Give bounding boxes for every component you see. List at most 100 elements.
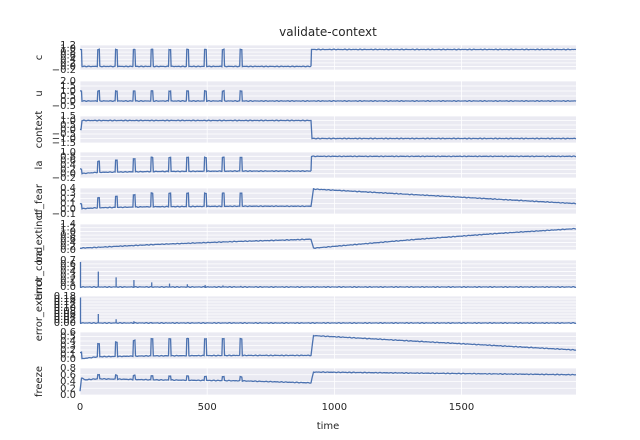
y-tick-label: 0.0 bbox=[60, 169, 76, 180]
y-tick-label: 1.0 bbox=[60, 147, 76, 158]
y-tick-label: 0.0 bbox=[60, 61, 76, 72]
y-axis-label: error_cond bbox=[34, 247, 45, 301]
panel-6: 0.00.20.40.60.81.01.21.4 ba_extinct bbox=[34, 211, 577, 263]
y-tick-label: −0.2 bbox=[52, 65, 76, 76]
chart-title: validate-context bbox=[279, 25, 377, 39]
y-tick-label: 0.4 bbox=[60, 183, 76, 194]
panel-9: 0.00.10.20.30.40.50.6 bbox=[60, 327, 577, 365]
y-tick-label: 0.02 bbox=[54, 315, 76, 326]
y-tick-label: −0.1 bbox=[52, 209, 76, 220]
y-tick-label: 0.1 bbox=[60, 278, 76, 289]
y-tick-label: 0.5 bbox=[60, 332, 76, 343]
y-tick-label: 0.6 bbox=[60, 156, 76, 167]
y-tick-label: 0.4 bbox=[60, 336, 76, 347]
y-tick-label: 1.0 bbox=[60, 116, 76, 127]
y-tick-label: −1.0 bbox=[52, 134, 76, 145]
y-tick-label: 0.18 bbox=[54, 291, 76, 302]
y-tick-label: 0.4 bbox=[60, 54, 76, 65]
y-axis-label: la bbox=[34, 161, 45, 170]
y-tick-label: 0.5 bbox=[60, 91, 76, 102]
series-line bbox=[79, 156, 311, 175]
panel-5: −0.10.00.10.20.30.4 cf_fear bbox=[34, 183, 577, 220]
panels-group: −0.20.00.20.40.60.81.01.2c−0.50.00.51.01… bbox=[34, 40, 577, 401]
y-tick-label: 0.3 bbox=[60, 270, 76, 281]
panel-1: −0.20.00.20.40.60.81.01.2 c bbox=[34, 40, 577, 76]
series-line bbox=[79, 188, 577, 210]
y-tick-label: 0.2 bbox=[60, 274, 76, 285]
series-line bbox=[79, 227, 577, 250]
y-tick-label: 0.08 bbox=[54, 306, 76, 317]
panel-2: −0.50.00.51.01.52.0 u bbox=[34, 76, 577, 112]
series-line-after bbox=[310, 155, 576, 172]
series-line-after bbox=[310, 48, 577, 67]
y-tick-label: −0.2 bbox=[52, 173, 76, 184]
y-tick-label: 1.0 bbox=[60, 226, 76, 237]
y-axis-label: cf_fear bbox=[34, 183, 45, 218]
panel-background bbox=[80, 260, 576, 287]
y-tick-label: 0.2 bbox=[60, 58, 76, 69]
y-tick-label: 0.3 bbox=[60, 341, 76, 352]
x-tick-label: 500 bbox=[198, 402, 217, 413]
y-tick-label: 0.2 bbox=[60, 345, 76, 356]
y-tick-label: 0.06 bbox=[54, 309, 76, 320]
y-tick-label: 0.6 bbox=[60, 51, 76, 62]
panel-3: −1.5−1.0−0.50.00.51.01.5 context bbox=[34, 111, 577, 149]
series-line bbox=[80, 89, 577, 103]
y-tick-label: 1.2 bbox=[60, 223, 76, 234]
series-line bbox=[79, 371, 577, 392]
y-tick-label: 0.04 bbox=[54, 312, 76, 323]
y-tick-label: −1.5 bbox=[52, 138, 76, 149]
y-tick-label: 0.2 bbox=[60, 241, 76, 252]
y-tick-label: 0.4 bbox=[60, 238, 76, 249]
y-axis-label: u bbox=[34, 90, 45, 96]
y-tick-label: 0.7 bbox=[60, 255, 76, 266]
y-tick-label: 1.5 bbox=[60, 111, 76, 122]
y-axis-label: freeze bbox=[34, 366, 45, 397]
y-tick-label: 0.5 bbox=[60, 263, 76, 274]
series-line bbox=[80, 334, 577, 360]
panel-8: 0.000.020.040.060.080.100.120.140.160.18… bbox=[34, 278, 577, 342]
y-tick-label: 2.0 bbox=[60, 76, 76, 87]
series-line bbox=[79, 322, 577, 324]
y-tick-label: 0.6 bbox=[60, 259, 76, 270]
y-tick-label: 0.3 bbox=[60, 188, 76, 199]
series-line bbox=[79, 286, 577, 288]
series-line bbox=[79, 119, 577, 140]
y-tick-label: 0.14 bbox=[54, 297, 76, 308]
x-tick-label: 0 bbox=[77, 402, 83, 413]
y-tick-label: 0.8 bbox=[60, 151, 76, 162]
y-axis-label: ba_extinct bbox=[34, 211, 45, 263]
y-tick-label: 1.0 bbox=[60, 86, 76, 97]
y-tick-label: 0.4 bbox=[60, 267, 76, 278]
y-tick-label: 0.12 bbox=[54, 300, 76, 311]
y-tick-label: 0.6 bbox=[60, 234, 76, 245]
panel-10: 0.00.20.40.60.8 freeze bbox=[34, 363, 577, 401]
y-tick-label: 0.0 bbox=[60, 125, 76, 136]
panel-background bbox=[80, 224, 576, 250]
y-tick-label: 0.0 bbox=[60, 245, 76, 256]
panel-background bbox=[80, 188, 576, 214]
y-tick-label: −0.5 bbox=[52, 129, 76, 140]
y-tick-label: 0.8 bbox=[60, 363, 76, 374]
y-axis-label: error_extinct bbox=[34, 278, 45, 342]
series-line bbox=[79, 48, 312, 68]
y-tick-label: 0.1 bbox=[60, 350, 76, 361]
y-tick-label: 0.8 bbox=[60, 230, 76, 241]
y-tick-label: 0.6 bbox=[60, 370, 76, 381]
y-tick-label: 0.10 bbox=[54, 303, 76, 314]
y-tick-label: 0.2 bbox=[60, 193, 76, 204]
y-tick-label: 0.0 bbox=[60, 354, 76, 365]
panel-background bbox=[80, 81, 576, 106]
y-tick-label: 0.0 bbox=[60, 390, 76, 401]
y-tick-label: 0.0 bbox=[60, 96, 76, 107]
y-tick-label: 0.0 bbox=[60, 282, 76, 293]
y-tick-label: 0.2 bbox=[60, 383, 76, 394]
y-tick-label: −0.5 bbox=[52, 101, 76, 112]
y-tick-label: 0.2 bbox=[60, 164, 76, 175]
y-axis-label: c bbox=[34, 55, 45, 61]
y-tick-label: 0.6 bbox=[60, 327, 76, 338]
y-tick-label: 1.4 bbox=[60, 219, 76, 230]
x-tick-label: 1500 bbox=[449, 402, 474, 413]
